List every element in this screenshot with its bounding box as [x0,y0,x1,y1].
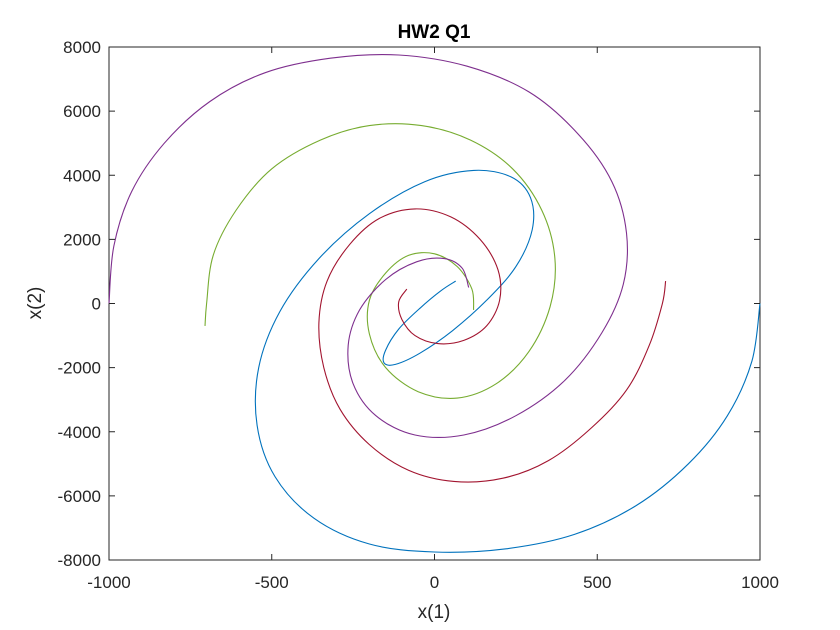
x-tick-label: -1000 [87,573,130,592]
y-tick-label: 4000 [63,166,101,185]
series-line-2 [204,123,556,399]
y-axis-label: x(2) [25,287,46,320]
series-layer [108,53,761,553]
y-tick-label: 6000 [63,102,101,121]
chart-title: HW2 Q1 [398,22,471,43]
axes-box [108,46,761,561]
y-tick-label: -6000 [58,487,101,506]
series-line-4 [108,53,628,438]
y-tick-label: -2000 [58,359,101,378]
x-tick-label: 500 [583,573,611,592]
series-line-1 [254,169,761,553]
x-axis-label: x(1) [418,602,451,623]
series-line-3 [318,208,667,483]
y-tick-label: -4000 [58,423,101,442]
x-tick-label: 0 [430,573,439,592]
y-tick-label: 0 [92,295,101,314]
x-tick-label: -500 [255,573,289,592]
y-tick-label: 2000 [63,230,101,249]
ticks-layer: -1000 -500 0 500 1000 8000 6000 4000 2000 0 -2000 -… [58,38,779,592]
x-tick-label: 1000 [741,573,779,592]
y-tick-label: -8000 [58,551,101,570]
y-tick-label: 8000 [63,38,101,57]
